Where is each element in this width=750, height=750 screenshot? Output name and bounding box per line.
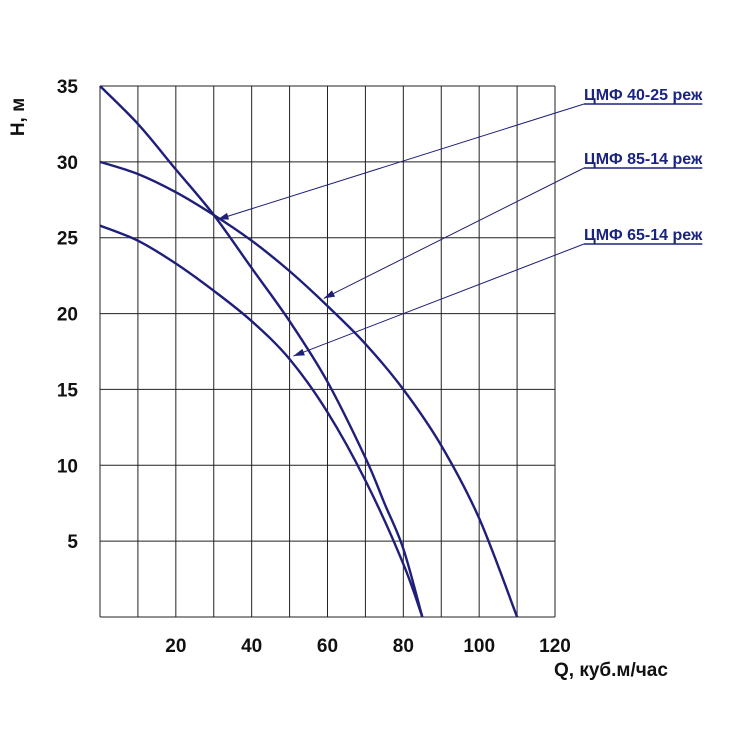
y-tick-label: 20 (57, 305, 78, 326)
series-line-1 (99, 85, 424, 618)
series (99, 85, 519, 618)
x-tick-label: 20 (165, 636, 186, 657)
y-tick-label: 35 (57, 77, 79, 98)
y-tick-label: 30 (57, 153, 78, 174)
y-tick-label: 5 (67, 532, 78, 553)
pointer-line (217, 103, 585, 220)
x-tick-label: 80 (393, 636, 414, 657)
series-line-3 (99, 224, 424, 618)
x-tick-label: 100 (463, 636, 495, 657)
pointer-arrowhead (293, 348, 305, 357)
x-tick-label: 40 (241, 636, 262, 657)
x-axis-title: Q, куб.м/час (554, 660, 668, 681)
legend: ЦМФ 40-25 реж ЦМФ 85-14 реж ЦМФ 65-14 реж (217, 87, 703, 357)
axes: H, м Q, куб.м/час (8, 98, 668, 681)
legend-label-3: ЦМФ 65-14 реж (584, 227, 703, 244)
x-tick-label: 60 (317, 636, 338, 657)
legend-label-1: ЦМФ 40-25 реж (584, 87, 703, 104)
pointer-arrowhead (217, 212, 230, 220)
y-tick-label: 15 (57, 380, 79, 401)
pointer-line (293, 243, 585, 357)
pointer-line (323, 167, 585, 299)
y-axis-title: H, м (8, 98, 29, 136)
y-tick-label: 25 (57, 229, 79, 250)
y-tick-label: 10 (57, 456, 78, 477)
tick-labels: 20 40 60 80 100 120 5 10 15 20 25 30 35 (57, 77, 571, 657)
legend-label-2: ЦМФ 85-14 реж (584, 151, 703, 168)
pointer-arrowhead (323, 290, 336, 299)
x-tick-label: 120 (539, 636, 571, 657)
grid (99, 85, 556, 618)
series-line-2 (99, 160, 519, 618)
